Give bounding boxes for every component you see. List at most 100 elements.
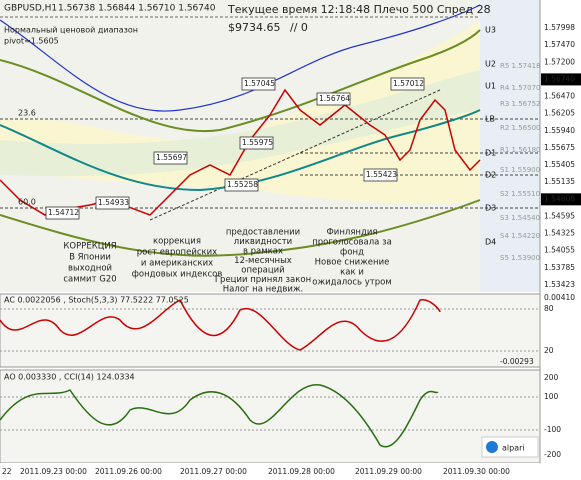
brand: alpari	[502, 444, 525, 453]
price-axis-label: 1.53423	[544, 280, 575, 289]
level-label: D1	[485, 149, 496, 158]
time-axis-label: 2011.09.28 00:00	[268, 467, 335, 476]
annotation-line: ожидалось утром	[312, 278, 391, 288]
ohlc: 1.56738 1.56844 1.56710 1.56740	[58, 4, 216, 14]
ao-axis-label: 100	[544, 392, 559, 401]
pivot-label: S2 1.55510	[500, 190, 540, 198]
envelope-green	[0, 29, 481, 133]
annotation-line: рост европейских	[137, 248, 217, 258]
fib-label: 60.0	[18, 198, 36, 207]
price-axis-label: 1.57470	[544, 40, 575, 49]
time-axis-label: 2011.09.23 00:00	[20, 467, 87, 476]
time-axis-label: 2011.09.29 00:00	[355, 467, 422, 476]
price-axis-label: 1.56470	[544, 92, 575, 101]
ac-axis-label: -0.00293	[500, 357, 534, 366]
inner-band	[0, 70, 480, 177]
price-box	[390, 77, 425, 91]
price-axis	[540, 0, 581, 480]
price-box	[153, 151, 188, 165]
pivot: pivot=1.5605	[4, 37, 59, 46]
balance: $9734.65	[228, 21, 281, 34]
envelope-lower	[0, 199, 481, 257]
brand-badge	[481, 436, 539, 458]
annotation-line: Новое снижение	[315, 258, 390, 268]
price-axis-label: 1.56205	[544, 109, 575, 118]
level-label: LB	[485, 115, 495, 124]
annotation-line: Налог на недвиж.	[223, 285, 303, 295]
ac-title: AC 0.0022056 , Stoch(5,3,3) 77.5222 77.0…	[4, 296, 189, 305]
ac-axis-label: 20	[544, 346, 554, 355]
price-box-label: 1.54712	[48, 208, 79, 217]
price-axis-label: 1.54325	[544, 229, 575, 238]
pivot-label: R3 1.56752	[500, 100, 541, 108]
price-box-label: 1.57045	[244, 79, 275, 88]
level-label: U2	[485, 60, 496, 69]
ac-panel	[0, 293, 541, 368]
ac-axis-label: 0.00410	[544, 293, 575, 302]
annotation-line: В Японии	[69, 253, 111, 263]
time-axis-label: 2011.09.30 00:00	[443, 467, 510, 476]
ao-axis-label: -200	[544, 450, 561, 459]
price-box-label: 1.56764	[319, 94, 350, 103]
price-box	[224, 178, 259, 192]
price-axis-label: 1.55135	[544, 177, 575, 186]
price-highlight	[541, 73, 581, 86]
pivot-label: R1 1.56180	[500, 146, 541, 154]
annotation-line: выходной	[68, 264, 112, 274]
level-label: D2	[485, 171, 496, 180]
ac-axis-label: 80	[544, 304, 554, 313]
status: Текущее время 12:18:48 Плечо 500 Спред 2…	[227, 3, 491, 16]
annotation-line: операций	[241, 266, 284, 276]
price-axis-label: 1.54055	[544, 246, 575, 255]
moving-average	[0, 109, 481, 192]
trend-line	[149, 89, 441, 221]
price-axis-label: 1.57998	[544, 23, 575, 32]
pivot-label: R4 1.57070	[500, 84, 541, 92]
price-box-label: 1.55423	[366, 170, 397, 179]
annotation-line: проголосовала за	[312, 238, 392, 248]
annotation-line: и американских	[141, 259, 213, 269]
time-axis-label: 2011.09.27 00:00	[180, 467, 247, 476]
price-box	[316, 92, 351, 106]
price-box-label: 1.57012	[393, 79, 424, 88]
time-axis-label: 2011.09.26 00:00	[95, 467, 162, 476]
price-box-label: 1.54933	[98, 198, 129, 207]
cci-line	[0, 384, 439, 448]
price-highlight	[541, 193, 581, 206]
level-label: D4	[485, 238, 496, 247]
ao-title: AO 0.003330 , CCI(14) 124.0334	[4, 373, 135, 382]
price-box-label: 1.55975	[242, 138, 273, 147]
price-axis-label: 1.55405	[544, 160, 575, 169]
price-box	[95, 196, 130, 210]
annotation-line: как и	[340, 268, 364, 278]
ao-axis-label: 200	[544, 373, 559, 382]
level-label: U1	[485, 82, 496, 91]
annotation-line: коррекция	[153, 237, 201, 247]
annotation-line: Финляндия	[326, 228, 377, 238]
price-box	[239, 136, 274, 150]
ao-axis-label: -100	[544, 425, 561, 434]
price-axis-label: 1.56740	[544, 74, 575, 83]
annotation-line: саммит G20	[63, 275, 116, 285]
level-label: D3	[485, 204, 496, 213]
price-axis-label: 1.53785	[544, 263, 575, 272]
pivot-label: R2 1.56500	[500, 124, 541, 132]
price-axis-label: 1.55940	[544, 126, 575, 135]
price-axis-label: 1.54595	[544, 211, 575, 220]
pivot-label: R5 1.57418	[500, 62, 541, 70]
pivot-label: S5 1.53900	[500, 254, 540, 262]
time-axis	[0, 463, 540, 480]
annotation-line: фонд	[340, 248, 364, 258]
ao-panel	[0, 369, 541, 464]
fib-label: 23.6	[18, 109, 36, 118]
symbol: GBPUSD,H1	[4, 4, 57, 14]
price-box-label: 1.55697	[156, 153, 187, 162]
annotation-line: 12-месячных	[234, 256, 292, 266]
annotation-line: в рамках	[243, 247, 283, 257]
annotation-line: ликвидности	[234, 237, 292, 247]
price-axis-label: 1.55675	[544, 143, 575, 152]
level-label: U3	[485, 26, 496, 35]
pivot-label: S1 1.55900	[500, 166, 540, 174]
annotation-line: фондовых индексов	[132, 270, 223, 280]
